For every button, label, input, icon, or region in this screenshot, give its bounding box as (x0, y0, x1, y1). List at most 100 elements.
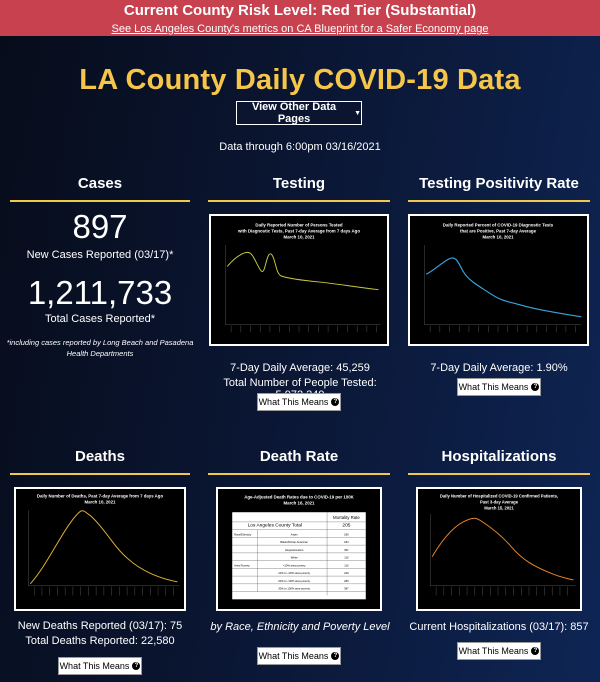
svg-text:Los Angeles County Total: Los Angeles County Total (248, 523, 302, 529)
svg-text:Area Poverty: Area Poverty (234, 563, 250, 567)
testing-chart-title-3: March 10, 2021 (283, 234, 315, 239)
hospitalizations-ticks (435, 586, 568, 596)
testing-chart[interactable]: Daily Reported Number of Persons Tested … (209, 214, 389, 346)
total-deaths: Total Deaths Reported: 22,580 (25, 635, 175, 647)
new-cases-label: New Cases Reported (03/17)* (26, 249, 174, 261)
svg-text:351: 351 (344, 548, 349, 552)
risk-level-title: Current County Risk Level: Red Tier (Sub… (123, 2, 477, 19)
positivity-chart-title-1: Daily Reported Percent of COVID-19 Diagn… (443, 223, 554, 228)
new-cases-value: 897 (72, 208, 128, 245)
svg-text:Mortality Rate: Mortality Rate (333, 515, 360, 520)
testing-chart-title-2: with Diagnostic Tests, Past 7-day Averag… (237, 228, 360, 233)
testing-average: 7-Day Daily Average: 45,259 (230, 362, 370, 374)
question-icon: ? (132, 662, 141, 670)
question-icon: ? (331, 398, 340, 406)
caret-down-icon: ▼ (354, 109, 361, 117)
total-cases-label: Total Cases Reported* (44, 313, 156, 325)
hospitalizations-button-label: What This Means (458, 646, 529, 656)
positivity-chart-svg: Daily Reported Percent of COVID-19 Diagn… (424, 223, 582, 333)
testing-chart-svg: Daily Reported Number of Persons Tested … (225, 223, 381, 333)
death-rate-table-title-1: Age-Adjusted Death Rates due to COVID-19… (244, 495, 354, 500)
svg-text:Race/Ethnicity: Race/Ethnicity (234, 532, 252, 536)
positivity-ticks (429, 325, 576, 333)
death-rate-rule (208, 473, 390, 475)
death-rate-table-cells: Mortality Rate Los Angeles County Total … (234, 515, 360, 591)
svg-text:116: 116 (344, 563, 349, 567)
testing-chart-title-1: Daily Reported Number of Persons Tested (255, 223, 342, 228)
testing-button-label: What This Means (258, 397, 329, 407)
hospitalizations-chart[interactable]: Daily Number of Hospitalized COVID-19 Co… (416, 487, 582, 611)
other-data-pages-label: View Other Data Pages (251, 101, 337, 125)
death-rate-table-lines (232, 512, 366, 596)
svg-text:283: 283 (344, 579, 349, 583)
hospitalizations-chart-title-2: Past 3-day Average (480, 500, 519, 505)
death-rate-what-this-means-button[interactable]: What This Means ? (257, 647, 341, 665)
deaths-line (29, 510, 178, 585)
cases-footnote: *including cases reported by Long Beach … (6, 338, 194, 358)
death-rate-table-bg (232, 512, 366, 600)
death-rate-table-title-2: March 16, 2021 (284, 500, 315, 505)
positivity-rule (408, 200, 590, 202)
positivity-button-label: What This Means (458, 382, 529, 392)
testing-what-this-means-button[interactable]: What This Means ? (257, 393, 341, 411)
question-icon: ? (531, 647, 540, 655)
testing-title: Testing (272, 175, 326, 192)
death-rate-table-image[interactable]: Age-Adjusted Death Rates due to COVID-19… (216, 487, 382, 611)
deaths-chart-title-2: March 10, 2021 (85, 500, 116, 505)
hospitalizations-rule (408, 473, 590, 475)
deaths-title: Deaths (74, 448, 126, 465)
hospitalizations-what-this-means-button[interactable]: What This Means ? (457, 642, 541, 660)
svg-text:205: 205 (342, 523, 350, 529)
other-data-pages-button[interactable]: View Other Data Pages ▼ (236, 101, 362, 125)
testing-line (226, 251, 379, 291)
positivity-chart-title-3: March 10, 2021 (482, 234, 514, 239)
death-rate-button-label: What This Means (258, 651, 329, 661)
cases-title: Cases (77, 175, 123, 192)
deaths-button-label: What This Means (59, 661, 130, 671)
deaths-chart[interactable]: Daily Number of Deaths, Past 7-day Avera… (14, 487, 186, 611)
current-hospitalizations: Current Hospitalizations (03/17): 857 (409, 621, 589, 633)
positivity-average: 7-Day Daily Average: 1.90% (430, 362, 568, 374)
testing-ticks (230, 325, 377, 333)
death-rate-caption: by Race, Ethnicity and Poverty Level (210, 621, 390, 633)
risk-banner: Current County Risk Level: Red Tier (Sub… (0, 0, 600, 36)
deaths-chart-svg: Daily Number of Deaths, Past 7-day Avera… (28, 494, 180, 596)
testing-rule (208, 200, 390, 202)
svg-text:387: 387 (344, 587, 349, 591)
data-date: Data through 6:00pm 03/16/2021 (219, 141, 381, 153)
svg-text:Hispanic/Latino: Hispanic/Latino (285, 548, 304, 552)
svg-text:180: 180 (344, 532, 349, 536)
positivity-chart-title-2: that are Positive, Past 7-day Average (460, 228, 537, 233)
new-deaths: New Deaths Reported (03/17): 75 (17, 620, 183, 632)
svg-text:Asian: Asian (291, 532, 298, 536)
hospitalizations-chart-svg: Daily Number of Hospitalized COVID-19 Co… (430, 494, 576, 596)
positivity-chart[interactable]: Daily Reported Percent of COVID-19 Diagn… (408, 214, 589, 346)
svg-text:116: 116 (344, 556, 349, 560)
cases-rule (10, 200, 190, 202)
total-cases-value: 1,211,733 (27, 274, 173, 311)
deaths-rule (10, 473, 190, 475)
deaths-chart-title-1: Daily Number of Deaths, Past 7-day Avera… (37, 494, 164, 499)
positivity-what-this-means-button[interactable]: What This Means ? (457, 378, 541, 396)
death-rate-table-svg: Age-Adjusted Death Rates due to COVID-19… (232, 495, 366, 600)
svg-text:White: White (291, 556, 298, 560)
blueprint-link[interactable]: See Los Angeles County's metrics on CA B… (111, 23, 489, 35)
svg-text:<10% area poverty: <10% area poverty (283, 563, 306, 567)
svg-text:184: 184 (344, 540, 349, 544)
hospitalizations-chart-title-3: March 15, 2021 (484, 505, 514, 510)
deaths-what-this-means-button[interactable]: What This Means ? (58, 657, 142, 675)
deaths-ticks (34, 586, 174, 596)
question-icon: ? (531, 383, 540, 391)
svg-text:229: 229 (344, 571, 349, 575)
hospitalizations-title: Hospitalizations (441, 448, 557, 465)
page-title: LA County Daily COVID-19 Data (79, 64, 521, 96)
svg-text:30% to 100% area poverty: 30% to 100% area poverty (278, 587, 310, 591)
positivity-title: Testing Positivity Rate (419, 175, 579, 192)
death-rate-title: Death Rate (259, 448, 339, 465)
positivity-line (425, 257, 582, 318)
question-icon: ? (331, 652, 340, 660)
hospitalizations-line (431, 517, 574, 581)
hospitalizations-chart-title-1: Daily Number of Hospitalized COVID-19 Co… (440, 494, 558, 499)
svg-text:10% to <20% area poverty: 10% to <20% area poverty (278, 571, 310, 575)
svg-text:Black/African American: Black/African American (280, 540, 308, 544)
